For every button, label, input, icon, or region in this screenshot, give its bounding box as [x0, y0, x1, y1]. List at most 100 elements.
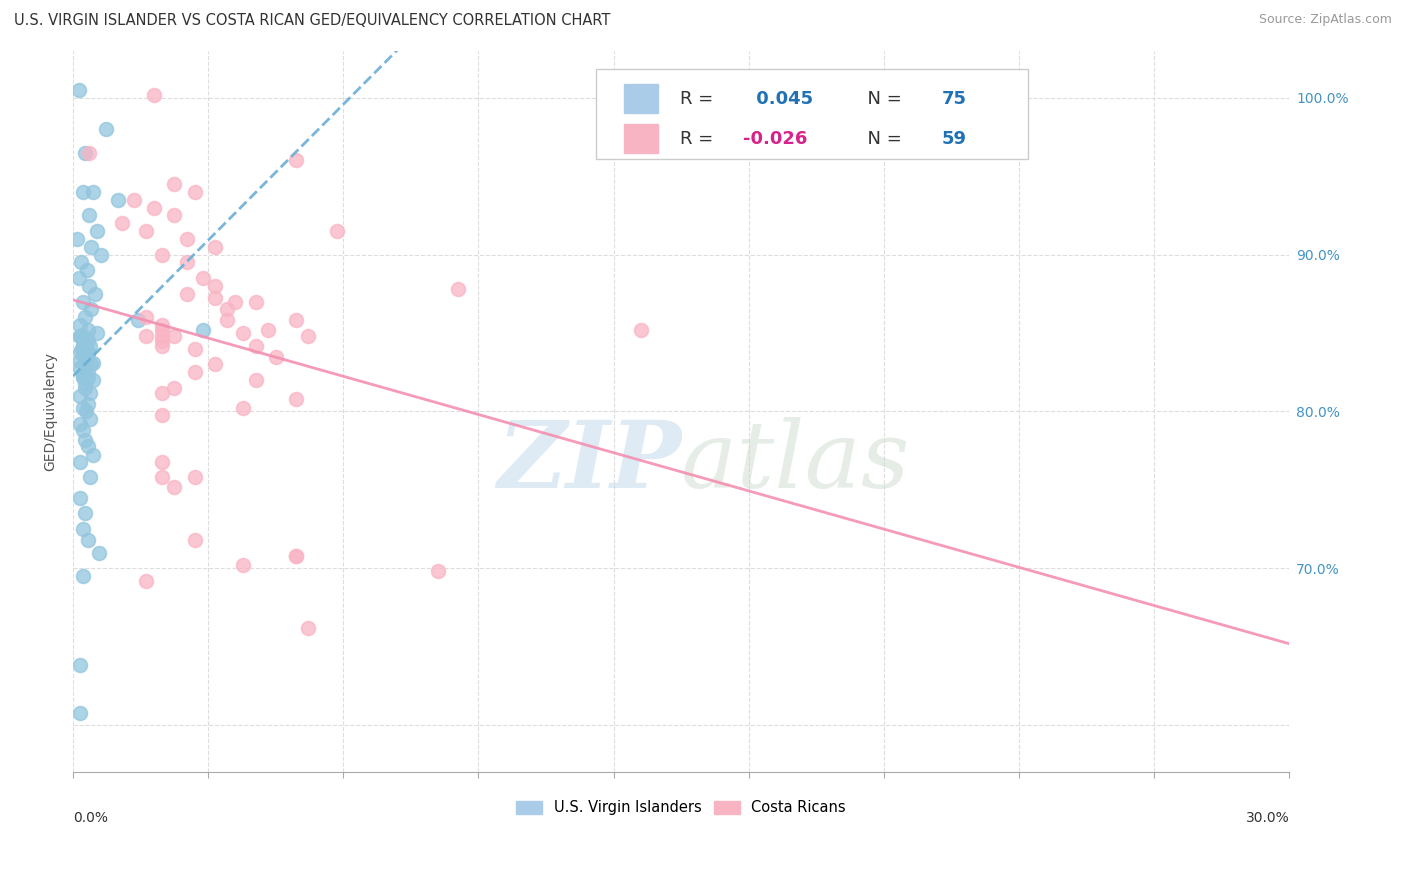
Text: N =: N =: [856, 129, 908, 148]
Text: R =: R =: [681, 90, 718, 108]
Point: [232, 401, 254, 416]
Text: ZIP: ZIP: [496, 417, 681, 507]
Point: [67, 83, 90, 97]
Point: [245, 338, 267, 352]
Point: [75, 351, 97, 365]
Point: [135, 310, 157, 325]
Point: [127, 313, 149, 327]
Point: [69, 329, 91, 343]
Point: [150, 323, 173, 337]
Point: [89, 545, 111, 559]
Text: R =: R =: [681, 129, 718, 148]
Point: [75, 381, 97, 395]
Point: [135, 574, 157, 588]
Point: [75, 354, 97, 368]
Point: [630, 323, 652, 337]
Point: [69, 360, 91, 375]
Point: [80, 240, 103, 254]
Point: [75, 433, 97, 447]
Point: [143, 201, 166, 215]
Point: [80, 357, 103, 371]
Point: [72, 294, 94, 309]
Point: [163, 329, 186, 343]
Point: [77, 365, 100, 379]
Point: [176, 255, 198, 269]
Point: [245, 373, 267, 387]
Text: 0.045: 0.045: [751, 90, 814, 108]
Y-axis label: GED/Equivalency: GED/Equivalency: [44, 352, 58, 471]
Bar: [624, 85, 658, 113]
Point: [183, 342, 205, 356]
Point: [285, 313, 308, 327]
Point: [72, 401, 94, 416]
Point: [70, 342, 93, 356]
Point: [204, 279, 226, 293]
Point: [264, 350, 287, 364]
Point: [72, 370, 94, 384]
Point: [69, 354, 91, 368]
Bar: [624, 124, 658, 153]
Point: [285, 549, 308, 563]
Point: [72, 344, 94, 359]
Point: [150, 385, 173, 400]
Point: [70, 255, 93, 269]
Point: [183, 533, 205, 547]
Point: [75, 338, 97, 352]
Point: [163, 208, 186, 222]
Text: 59: 59: [942, 129, 966, 148]
Point: [256, 323, 278, 337]
Text: 30.0%: 30.0%: [1246, 812, 1289, 825]
Point: [107, 193, 129, 207]
Point: [72, 329, 94, 343]
Point: [143, 87, 166, 102]
Point: [75, 376, 97, 391]
Point: [69, 344, 91, 359]
Point: [297, 329, 319, 343]
Point: [245, 294, 267, 309]
Point: [75, 350, 97, 364]
Point: [75, 310, 97, 325]
FancyBboxPatch shape: [596, 69, 1028, 159]
Point: [66, 232, 89, 246]
Point: [77, 323, 100, 337]
Point: [77, 533, 100, 547]
Text: U.S. VIRGIN ISLANDER VS COSTA RICAN GED/EQUIVALENCY CORRELATION CHART: U.S. VIRGIN ISLANDER VS COSTA RICAN GED/…: [14, 13, 610, 29]
Point: [150, 334, 173, 348]
Point: [135, 224, 157, 238]
Point: [79, 385, 101, 400]
Point: [75, 507, 97, 521]
Point: [176, 232, 198, 246]
Point: [79, 338, 101, 352]
Point: [82, 356, 104, 370]
Point: [84, 286, 107, 301]
Point: [111, 216, 134, 230]
Point: [183, 470, 205, 484]
Point: [183, 365, 205, 379]
Point: [285, 153, 308, 168]
Point: [67, 271, 90, 285]
Point: [79, 412, 101, 426]
Point: [232, 558, 254, 573]
Text: Source: ZipAtlas.com: Source: ZipAtlas.com: [1258, 13, 1392, 27]
Point: [183, 185, 205, 199]
Point: [79, 145, 101, 160]
Point: [72, 370, 94, 384]
Point: [150, 247, 173, 261]
Point: [150, 329, 173, 343]
Point: [204, 357, 226, 371]
Point: [204, 240, 226, 254]
Point: [176, 286, 198, 301]
Point: [122, 193, 145, 207]
Point: [77, 334, 100, 348]
Legend: U.S. Virgin Islanders, Costa Ricans: U.S. Virgin Islanders, Costa Ricans: [516, 800, 846, 815]
Point: [69, 658, 91, 673]
Point: [217, 313, 239, 327]
Point: [77, 344, 100, 359]
Point: [224, 294, 246, 309]
Point: [79, 470, 101, 484]
Point: [325, 224, 347, 238]
Point: [76, 263, 98, 277]
Point: [72, 338, 94, 352]
Point: [69, 417, 91, 431]
Point: [69, 454, 91, 468]
